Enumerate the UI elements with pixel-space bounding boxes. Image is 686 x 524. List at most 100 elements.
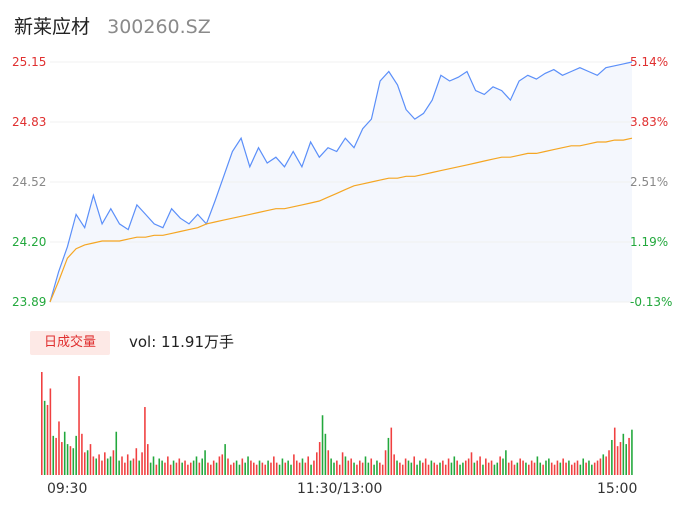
volume-bar <box>390 427 393 475</box>
price-lines <box>49 61 633 303</box>
pct-tick-2: 3.83% <box>630 115 668 129</box>
volume-bar <box>413 456 415 475</box>
volume-bar <box>493 464 496 475</box>
volume-bar <box>510 460 513 475</box>
volume-bar <box>126 454 129 475</box>
volume-bar <box>149 462 152 475</box>
volume-bar <box>350 458 352 475</box>
volume-bar <box>101 460 103 475</box>
volume-bar <box>599 458 602 475</box>
volume-bar <box>528 464 530 475</box>
volume-bar <box>178 458 181 475</box>
volume-bar <box>462 462 464 475</box>
volume-bar <box>467 458 470 475</box>
volume-bar <box>579 464 582 475</box>
volume-bar <box>513 464 516 475</box>
volume-bar <box>204 450 206 475</box>
volume-readout: vol: 11.91万手 <box>129 331 234 353</box>
volume-bar <box>172 460 175 475</box>
volume-bar <box>147 444 149 475</box>
volume-bar <box>75 435 77 475</box>
volume-bar <box>144 407 146 475</box>
volume-bar <box>207 462 209 475</box>
volume-bar <box>192 460 195 475</box>
volume-bar <box>189 462 192 475</box>
volume-bar <box>353 462 355 475</box>
volume-bar <box>264 464 267 475</box>
volume-bar <box>298 462 301 475</box>
volume-bar <box>304 462 307 475</box>
volume-bar <box>121 456 123 475</box>
volume-bar <box>502 458 504 475</box>
volume-bar <box>327 450 330 475</box>
volume-bar <box>89 444 92 475</box>
volume-bar <box>338 464 341 475</box>
volume-bar <box>456 460 458 475</box>
volume-bar <box>318 442 321 475</box>
volume-bar <box>505 450 507 475</box>
volume-bar <box>212 460 215 475</box>
volume-value: 11.91万手 <box>161 333 234 351</box>
volume-bar <box>570 464 573 475</box>
volume-bar <box>407 460 410 475</box>
volume-bar <box>333 462 335 475</box>
price-tick-3: 24.52 <box>12 175 46 189</box>
volume-bar <box>307 456 309 475</box>
volume-bar <box>611 439 613 475</box>
volume-bar <box>530 460 533 475</box>
volume-bar <box>95 458 98 475</box>
volume-bar <box>267 460 269 475</box>
pct-tick-1: 5.14% <box>630 55 668 69</box>
axis-labels: 25.15 24.83 24.52 24.20 23.89 5.14% 3.83… <box>12 55 672 309</box>
volume-bar <box>215 462 218 475</box>
volume-bar <box>129 460 132 475</box>
volume-bar <box>370 458 373 475</box>
volume-bar <box>218 456 221 475</box>
volume-bar <box>387 437 390 475</box>
volume-bar <box>373 464 375 475</box>
volume-bar <box>447 458 450 475</box>
volume-bar <box>232 462 235 475</box>
pct-tick-5: -0.13% <box>630 295 672 309</box>
volume-bar <box>275 462 278 475</box>
volume-bar <box>476 460 479 475</box>
volume-bar <box>358 460 361 475</box>
volume-bar <box>424 458 427 475</box>
volume-bar <box>46 404 49 475</box>
volume-bar <box>496 462 499 475</box>
volume-bar <box>453 456 456 475</box>
volume-bar <box>250 460 252 475</box>
volume-bar <box>559 462 562 475</box>
volume-bar <box>301 458 304 475</box>
volume-bar <box>41 372 43 475</box>
volume-bar <box>487 462 490 475</box>
volume-bar <box>247 456 249 475</box>
volume-bar <box>384 450 387 475</box>
volume-bar <box>550 462 553 475</box>
volume-bar <box>58 421 60 475</box>
volume-bar <box>164 462 166 475</box>
volume-bar <box>175 462 178 475</box>
daily-volume-tab[interactable]: 日成交量 <box>30 331 110 355</box>
volume-bar <box>613 427 616 475</box>
volume-bar <box>464 460 467 475</box>
volume-bar <box>522 460 524 475</box>
volume-bar <box>585 462 587 475</box>
volume-bar <box>78 376 80 475</box>
volume-bar <box>593 462 596 475</box>
volume-bar <box>124 462 126 475</box>
volume-bar <box>619 442 622 475</box>
average-price-line <box>49 137 633 303</box>
volume-bar <box>533 462 536 475</box>
volume-bar <box>548 458 550 475</box>
volume-bar <box>132 458 135 475</box>
time-open: 09:30 <box>47 481 88 497</box>
volume-bar <box>313 460 315 475</box>
volume-bar <box>310 464 312 475</box>
volume-bar <box>112 450 115 475</box>
volume-bar <box>69 446 72 475</box>
time-midday: 11:30/13:00 <box>297 481 383 497</box>
volume-bar <box>201 458 204 475</box>
volume-bar <box>562 458 564 475</box>
volume-bar <box>556 460 559 475</box>
